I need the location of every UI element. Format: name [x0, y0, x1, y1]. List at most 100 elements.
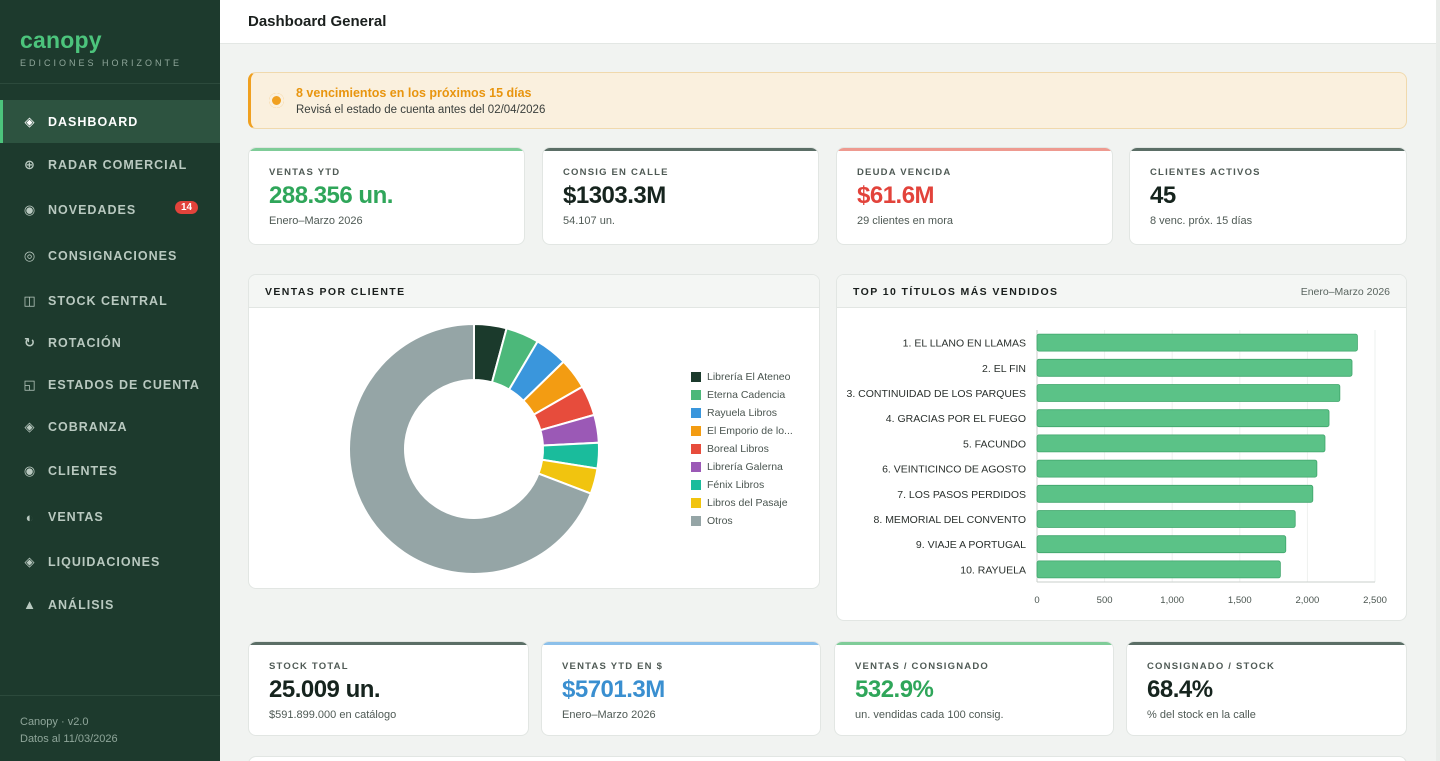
bar[interactable]: [1036, 434, 1326, 453]
bar[interactable]: [1036, 358, 1353, 377]
bar[interactable]: [1036, 333, 1358, 352]
legend-item[interactable]: Libros del Pasaje: [691, 494, 793, 512]
legend-item[interactable]: Librería El Ateneo: [691, 368, 793, 386]
legend-item[interactable]: Rayuela Libros: [691, 404, 793, 422]
ledger-icon: ◱: [23, 377, 37, 392]
donut-slice-8[interactable]: [348, 322, 593, 575]
sidebar-item-label: CLIENTES: [48, 464, 118, 478]
legend-label: Otros: [707, 515, 733, 527]
kpi-label: CONSIG EN CALLE: [563, 167, 669, 178]
panel-period: Enero–Marzo 2026: [1300, 286, 1390, 298]
kpi-value: 288.356 un.: [269, 182, 393, 209]
kpi-card: DEUDA VENCIDA $61.6M 29 clientes en mora: [836, 147, 1113, 245]
due-alert: 8 vencimientos en los próximos 15 días R…: [248, 72, 1407, 129]
bar[interactable]: [1036, 384, 1341, 402]
kpi-value: $5701.3M: [562, 676, 665, 703]
bar[interactable]: [1036, 535, 1287, 554]
brand: canopy EDICIONES HORIZONTE: [0, 0, 220, 84]
bar[interactable]: [1036, 459, 1318, 478]
sidebar-item-10[interactable]: ◈ LIQUIDACIONES: [0, 540, 220, 583]
donut-legend: Librería El Ateneo Eterna Cadencia Rayuela…: [691, 368, 793, 530]
diamond-icon: ◈: [24, 113, 36, 129]
legend-item[interactable]: Otros: [691, 512, 793, 530]
bar[interactable]: [1036, 409, 1330, 428]
legend-label: El Emporio de lo...: [707, 425, 793, 437]
panel-header: TOP 10 TÍTULOS MÁS VENDIDOS Enero–Marzo …: [837, 275, 1406, 308]
kpi-subtext: $591.899.000 en catálogo: [269, 709, 397, 721]
sidebar-item-label: DASHBOARD: [48, 114, 139, 129]
alert-circle-icon: [269, 93, 284, 108]
bar-chart: 0 500 1,000 1,500 2,000 2,500 1. EL LLANO EN L…: [846, 330, 1387, 606]
category-label: 5. FACUNDO: [963, 438, 1026, 450]
sidebar-item-4[interactable]: ◫ STOCK CENTRAL: [0, 279, 220, 322]
sidebar-item-2[interactable]: ◉ NOVEDADES 14: [0, 187, 220, 233]
legend-swatch: [691, 408, 701, 418]
legend-item[interactable]: El Emporio de lo...: [691, 422, 793, 440]
legend-item[interactable]: Librería Galerna: [691, 458, 793, 476]
kpi-value: $1303.3M: [563, 182, 666, 209]
category-label: 10. RAYUELA: [960, 564, 1026, 576]
sidebar-item-label: RADAR COMERCIAL: [48, 158, 188, 172]
sidebar-item-8[interactable]: ◉ CLIENTES: [0, 448, 220, 494]
kpi-subtext: 8 venc. próx. 15 días: [1150, 215, 1253, 227]
sidebar-item-0[interactable]: ◈ DASHBOARD: [0, 100, 220, 143]
legend-label: Librería Galerna: [707, 461, 783, 473]
bar[interactable]: [1036, 484, 1314, 503]
next-panel-edge: [248, 756, 1407, 761]
legend-item[interactable]: Fénix Libros: [691, 476, 793, 494]
sidebar-item-label: VENTAS: [48, 510, 104, 524]
x-tick-label: 500: [1097, 595, 1113, 606]
sidebar-item-label: ESTADOS DE CUENTA: [48, 378, 200, 392]
sales-by-client-panel: VENTAS POR CLIENTE Librería El Ateneo Ete…: [248, 274, 820, 589]
half-circle-icon: ◐: [25, 509, 35, 525]
bar[interactable]: [1036, 560, 1281, 579]
category-label: 4. GRACIAS POR EL FUEGO: [886, 413, 1026, 425]
x-tick-label: 1,500: [1228, 595, 1252, 606]
sidebar-item-11[interactable]: ▲ ANÁLISIS: [0, 583, 220, 626]
category-label: 1. EL LLANO EN LLAMAS: [903, 338, 1026, 350]
brand-logo[interactable]: canopy: [20, 27, 102, 53]
sidebar-nav: ◈ DASHBOARD ⊕ RADAR COMERCIAL ◉ NOVEDADES 14 ◎ C…: [0, 100, 220, 626]
version-label: Canopy · v2.0: [20, 716, 89, 728]
category-label: 7. LOS PASOS PERDIDOS: [897, 489, 1026, 501]
sidebar-item-7[interactable]: ◈ COBRANZA: [0, 406, 220, 448]
kpi-subtext: Enero–Marzo 2026: [269, 215, 363, 227]
kpi-card: CONSIGNADO / STOCK 68.4% % del stock en la…: [1126, 641, 1407, 736]
sidebar-item-label: COBRANZA: [48, 420, 128, 434]
kpi-label: CLIENTES ACTIVOS: [1150, 167, 1261, 178]
sidebar-item-3[interactable]: ◎ CONSIGNACIONES: [0, 233, 220, 279]
legend-swatch: [691, 372, 701, 382]
diamond-icon: ◈: [24, 553, 36, 569]
sidebar-item-label: ROTACIÓN: [48, 336, 122, 350]
circle-dot-icon: ◉: [23, 202, 37, 217]
kpi-subtext: % del stock en la calle: [1147, 709, 1256, 721]
legend-label: Boreal Libros: [707, 443, 769, 455]
sidebar-footer: Canopy · v2.0 Datos al 11/03/2026: [0, 695, 220, 761]
scrollbar[interactable]: [1436, 0, 1440, 761]
kpi-card: STOCK TOTAL 25.009 un. $591.899.000 en cat…: [248, 641, 529, 736]
alert-title: 8 vencimientos en los próximos 15 días: [296, 86, 532, 100]
legend-item[interactable]: Boreal Libros: [691, 440, 793, 458]
legend-label: Librería El Ateneo: [707, 371, 791, 383]
kpi-value: 25.009 un.: [269, 676, 381, 703]
brand-subtitle: EDICIONES HORIZONTE: [20, 58, 183, 68]
sidebar-item-1[interactable]: ⊕ RADAR COMERCIAL: [0, 143, 220, 187]
bar[interactable]: [1036, 510, 1296, 528]
kpi-subtext: un. vendidas cada 100 consig.: [855, 709, 1004, 721]
data-date-label: Datos al 11/03/2026: [20, 733, 118, 745]
kpi-card: VENTAS YTD 288.356 un. Enero–Marzo 2026: [248, 147, 525, 245]
kpi-label: CONSIGNADO / STOCK: [1147, 661, 1276, 672]
panel-header: VENTAS POR CLIENTE: [249, 275, 819, 308]
kpi-label: VENTAS / CONSIGNADO: [855, 661, 989, 672]
kpi-card: CLIENTES ACTIVOS 45 8 venc. próx. 15 días: [1129, 147, 1407, 245]
page-title: Dashboard General: [248, 13, 387, 30]
legend-item[interactable]: Eterna Cadencia: [691, 386, 793, 404]
sidebar-item-label: STOCK CENTRAL: [48, 293, 168, 308]
grid-icon: ◫: [23, 292, 37, 308]
sidebar-item-6[interactable]: ◱ ESTADOS DE CUENTA: [0, 364, 220, 406]
panel-title: TOP 10 TÍTULOS MÁS VENDIDOS: [853, 286, 1059, 298]
sidebar-item-5[interactable]: ↻ ROTACIÓN: [0, 322, 220, 364]
alert-text: Revisá el estado de cuenta antes del 02/…: [296, 104, 546, 116]
x-tick-label: 1,000: [1160, 595, 1184, 606]
sidebar-item-9[interactable]: ◐ VENTAS: [0, 494, 220, 540]
